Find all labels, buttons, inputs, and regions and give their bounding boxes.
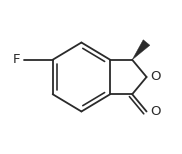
Text: O: O	[150, 105, 161, 118]
Text: O: O	[150, 71, 161, 83]
Text: F: F	[13, 53, 20, 66]
Polygon shape	[132, 40, 150, 60]
